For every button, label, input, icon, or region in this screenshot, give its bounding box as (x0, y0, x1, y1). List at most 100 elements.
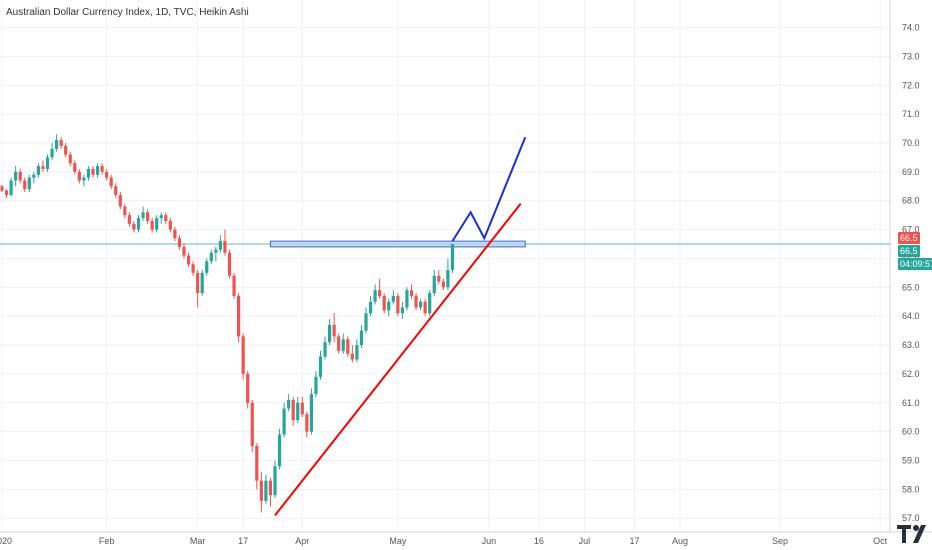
candle-down (91, 168, 95, 175)
y-tick-label: 61.0 (902, 398, 920, 408)
candle-up (400, 307, 404, 314)
candle-down (305, 414, 309, 432)
x-tick-label: Apr (295, 536, 309, 546)
candle-up (323, 342, 327, 357)
candle-up (450, 244, 455, 270)
y-tick-label: 59.0 (902, 456, 920, 466)
candle-down (177, 238, 182, 247)
bar-countdown-tag: 04:09:57 (898, 258, 932, 271)
y-tick-label: 62.0 (902, 369, 920, 379)
candle-down (118, 194, 122, 207)
candle-down (241, 336, 245, 374)
candle-up (205, 261, 209, 273)
candle-down (237, 295, 241, 337)
candle-down (146, 212, 150, 221)
support-trendline (274, 202, 522, 516)
candle-up (55, 140, 59, 149)
candle-down (423, 301, 427, 314)
candle-up (82, 177, 86, 181)
candle-down (332, 324, 336, 337)
candle-up (355, 345, 359, 360)
y-tick-label: 70.0 (902, 138, 920, 148)
candle-up (45, 157, 50, 169)
projection-path (451, 136, 527, 242)
candle-up (282, 408, 286, 435)
y-tick-label: 74.0 (902, 23, 920, 33)
candle-up (136, 218, 141, 230)
y-tick-label: 60.0 (902, 427, 920, 437)
y-tick-label: 58.0 (902, 484, 920, 494)
y-tick-label: 57.0 (902, 513, 920, 523)
y-tick-label: 63.0 (902, 340, 920, 350)
candle-down (250, 402, 254, 447)
resistance-zone (269, 240, 526, 248)
x-tick-label: Sep (772, 536, 788, 546)
candle-down (73, 163, 77, 172)
candle-up (428, 293, 432, 314)
candle-up (200, 272, 204, 294)
candle-down (382, 295, 386, 311)
x-tick-label: May (389, 536, 407, 546)
candle-down (164, 215, 168, 221)
candle-up (359, 330, 364, 346)
candle-down (255, 446, 259, 481)
candle-down (268, 480, 273, 496)
candle-up (391, 295, 395, 302)
candle-up (318, 356, 323, 377)
candle-up (50, 148, 54, 158)
candle-up (432, 275, 436, 294)
x-tick-label: 16 (534, 536, 544, 546)
candle-up (155, 218, 159, 230)
candle-up (273, 466, 277, 496)
candle-down (291, 399, 295, 421)
candle-down (109, 177, 113, 187)
candle-up (309, 394, 313, 432)
candle-down (223, 241, 227, 253)
candle-up (218, 241, 222, 250)
candle-down (186, 255, 191, 265)
candle-up (405, 290, 409, 308)
candle-down (18, 171, 22, 181)
candle-up (387, 301, 391, 311)
candle-down (300, 402, 304, 415)
candle-down (396, 295, 400, 314)
candle-up (86, 168, 91, 178)
x-tick-label: Jul (579, 536, 591, 546)
candle-up (373, 290, 377, 302)
y-tick-label: 71.0 (902, 109, 920, 119)
candle-up (159, 215, 163, 219)
candle-up (14, 171, 18, 181)
candle-down (77, 171, 81, 181)
candle-up (296, 402, 300, 421)
x-tick-label: Oct (873, 536, 888, 546)
y-tick-label: 69.0 (902, 167, 920, 177)
candle-down (23, 180, 27, 190)
x-tick-label: 17 (238, 536, 248, 546)
candle-down (132, 223, 136, 230)
y-tick-label: 72.0 (902, 80, 920, 90)
candle-down (227, 252, 232, 276)
candle-up (32, 174, 36, 178)
x-tick-label: Feb (99, 536, 115, 546)
candle-down (123, 206, 127, 216)
candle-up (341, 339, 345, 351)
candle-down (168, 220, 172, 230)
candle-down (127, 215, 131, 224)
candle-down (150, 220, 154, 230)
candle-up (419, 301, 423, 308)
candle-down (409, 290, 414, 296)
candle-down (100, 166, 104, 172)
chart-title: Australian Dollar Currency Index, 1D, TV… (6, 7, 249, 18)
x-tick-label: Aug (672, 536, 688, 546)
candle-down (114, 186, 118, 195)
candle-up (277, 434, 282, 467)
candle-down (350, 353, 354, 360)
candle-down (0, 186, 4, 191)
y-tick-label: 73.0 (902, 51, 920, 61)
candle-down (437, 275, 441, 282)
x-tick-label: Mar (190, 536, 206, 546)
candle-up (141, 212, 145, 219)
candle-down (196, 272, 200, 294)
candle-down (414, 295, 418, 308)
